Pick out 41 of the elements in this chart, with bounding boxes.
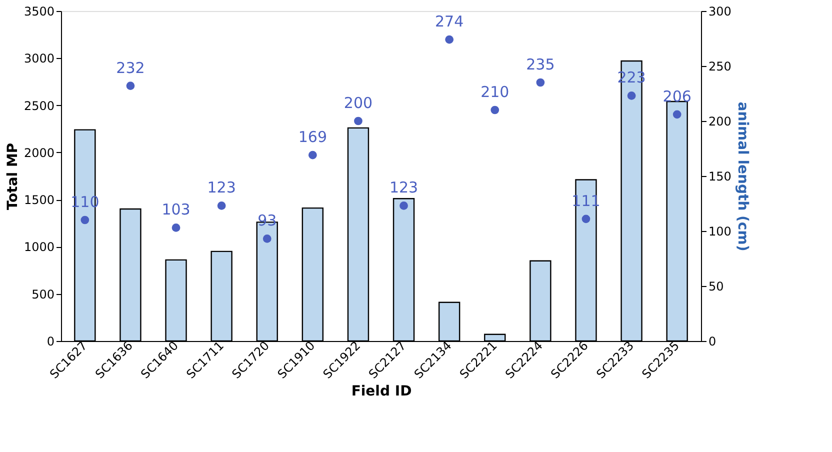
y-tick-label: 1500 — [24, 193, 54, 208]
point — [490, 106, 500, 114]
y-tick-label: 2500 — [24, 98, 54, 113]
y2-tick-label: 50 — [708, 280, 724, 294]
data-label: 206 — [662, 87, 692, 106]
point — [536, 78, 545, 87]
point — [627, 92, 636, 100]
y2-tick-label: 200 — [708, 114, 732, 128]
y-tick-label: 2000 — [24, 146, 54, 160]
y-tick-label: 500 — [32, 287, 54, 302]
data-label: 169 — [298, 128, 327, 146]
point — [582, 214, 590, 224]
y2-tick-label: 250 — [708, 60, 732, 74]
data-label: 232 — [116, 58, 145, 77]
y-axis-title: Total MP — [4, 142, 21, 210]
y2-tick-label: 100 — [708, 224, 732, 238]
point — [672, 110, 682, 119]
data-label: 200 — [344, 94, 373, 112]
y-tick-label: 3500 — [24, 4, 54, 18]
point — [217, 202, 226, 210]
point — [400, 202, 408, 210]
y2-tick-label: 150 — [708, 170, 732, 184]
point — [445, 35, 454, 44]
point — [126, 82, 135, 90]
data-label: 274 — [435, 12, 464, 31]
point — [354, 116, 362, 126]
data-label: 103 — [162, 200, 190, 219]
data-label: 235 — [526, 56, 555, 74]
data-label: 123 — [207, 178, 236, 197]
y2-tick-label: 300 — [708, 4, 732, 18]
data-label: 210 — [480, 83, 510, 101]
point — [80, 216, 90, 224]
point — [172, 224, 180, 232]
point — [308, 150, 317, 160]
y-tick-label: 3000 — [24, 52, 54, 66]
y2-axis-title: animal length (cm) — [734, 102, 750, 252]
data-label: 123 — [389, 178, 418, 197]
y-tick-label: 1000 — [24, 240, 54, 254]
y2-tick-label: 0 — [708, 334, 716, 348]
x-axis-title: Field ID — [351, 384, 412, 400]
point — [262, 234, 272, 243]
